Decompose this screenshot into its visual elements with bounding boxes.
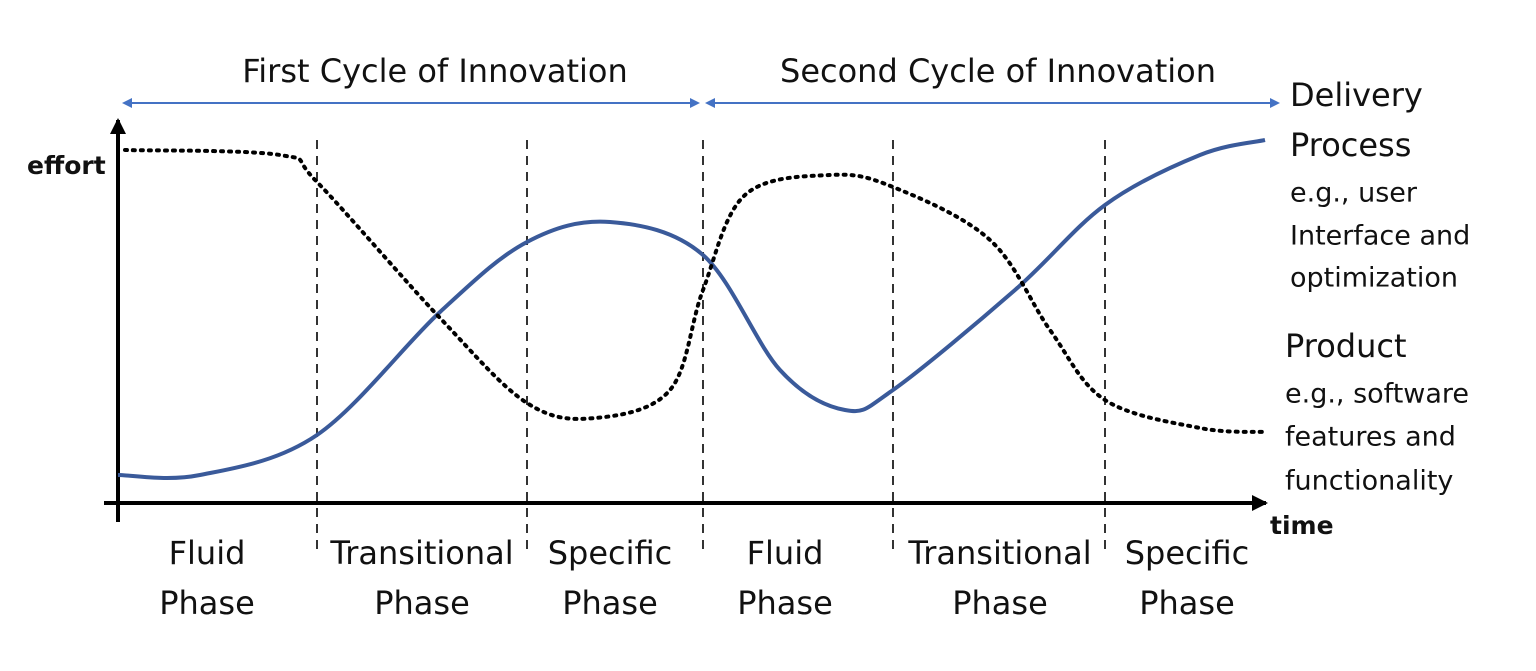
- phase-label: Fluid: [169, 534, 246, 572]
- phase-label: Phase: [159, 584, 255, 622]
- phase-label: Phase: [562, 584, 658, 622]
- phase-label: Fluid: [747, 534, 824, 572]
- legend-example: optimization: [1290, 263, 1458, 294]
- legend-title: Process: [1290, 126, 1411, 164]
- cycle-label: First Cycle of Innovation: [242, 52, 628, 90]
- legend-title: Product: [1285, 327, 1407, 365]
- phase-label: Specific: [1125, 534, 1250, 572]
- legend-example: functionality: [1285, 466, 1453, 497]
- product-curve: [123, 148, 1267, 434]
- legend-example: Interface and: [1290, 221, 1470, 252]
- phase-label: Phase: [374, 584, 470, 622]
- phase-label: Phase: [952, 584, 1048, 622]
- phase-dividers: [316, 140, 1106, 555]
- cycle-label: Second Cycle of Innovation: [780, 52, 1216, 90]
- y-axis-label: effort: [27, 151, 106, 180]
- phase-label: Phase: [1139, 584, 1235, 622]
- legend-title: Delivery: [1290, 76, 1423, 114]
- phase-label: Phase: [737, 584, 833, 622]
- legend-example: e.g., user: [1290, 178, 1418, 209]
- process-curve: [117, 138, 1266, 480]
- phase-label: Transitional: [329, 534, 513, 572]
- legend-example: features and: [1285, 422, 1456, 453]
- x-axis-label: time: [1270, 511, 1334, 540]
- legend-example: e.g., software: [1285, 379, 1469, 410]
- phase-label: Transitional: [907, 534, 1091, 572]
- phase-label: Specific: [548, 534, 673, 572]
